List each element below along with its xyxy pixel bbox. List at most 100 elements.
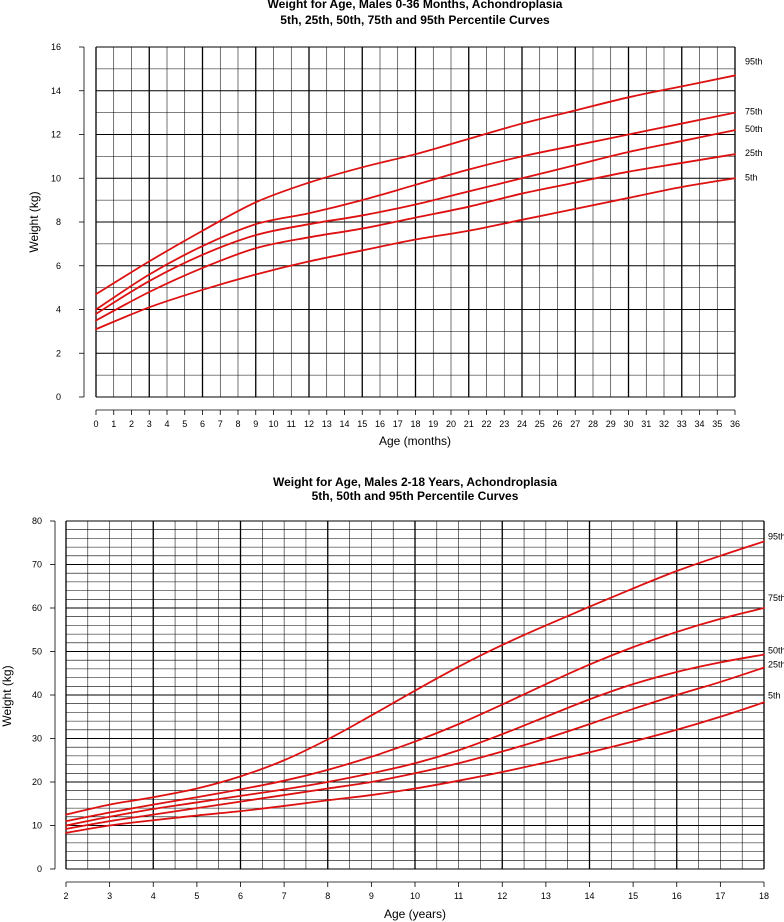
chart-months-x-tick-label: 1 xyxy=(111,419,116,429)
chart-months-x-tick-label: 33 xyxy=(677,419,687,429)
chart-years: Weight for Age, Males 2-18 Years, Achond… xyxy=(0,475,784,921)
chart-years-series-25th xyxy=(65,666,765,830)
chart-years-x-tick-label: 11 xyxy=(454,891,463,901)
chart-months-x-tick-label: 22 xyxy=(481,419,491,429)
chart-months-x-tick-label: 11 xyxy=(287,419,296,429)
chart-months-series-label-50th: 50th xyxy=(745,124,763,134)
chart-months-x-tick-label: 28 xyxy=(588,419,598,429)
chart-months-x-tick-label: 3 xyxy=(147,419,152,429)
chart-months-x-tick-label: 8 xyxy=(235,419,240,429)
chart-months-title: Weight for Age, Males 0-36 Months, Achon… xyxy=(268,0,563,11)
chart-months-x-tick-label: 36 xyxy=(730,419,740,429)
chart-months-x-tick-label: 6 xyxy=(200,419,205,429)
chart-years-x-tick-label: 4 xyxy=(151,891,156,901)
chart-months-x-tick-label: 34 xyxy=(694,419,704,429)
chart-years-title: Weight for Age, Males 2-18 Years, Achond… xyxy=(273,475,557,489)
chart-months-y-tick-label: 6 xyxy=(56,261,61,271)
chart-years-x-tick-label: 15 xyxy=(628,891,638,901)
chart-years-x-tick-label: 6 xyxy=(238,891,243,901)
chart-months-x-axis-label: Age (months) xyxy=(379,434,451,448)
chart-years-series-5th xyxy=(65,701,765,834)
chart-years-x-tick-label: 9 xyxy=(369,891,374,901)
chart-years-y-axis-label: Weight (kg) xyxy=(0,665,14,726)
chart-years-series: 95th 75th 50th 25th 5th xyxy=(65,531,784,834)
chart-months-y-tick-label: 4 xyxy=(56,305,61,315)
chart-months-series-label-95th: 95th xyxy=(745,56,763,66)
chart-months-series-25th xyxy=(95,153,736,322)
chart-years-series-label-95th: 95th xyxy=(768,531,784,541)
chart-months-y-tick-label: 14 xyxy=(51,86,61,96)
chart-months-x-tick-label: 10 xyxy=(268,419,278,429)
chart-months-x-tick-label: 32 xyxy=(659,419,669,429)
chart-months-x-tick-label: 15 xyxy=(357,419,367,429)
chart-years-axes: 2 3 4 5 6 7 8 9 10 11 12 13 14 15 16 17 18 0 10 20 30 40 50 60 7… xyxy=(32,516,769,901)
chart-months-axes: 0 1 2 3 4 5 6 7 8 9 10 11 12 13 14 15 16 17 18 19 20 21 22 23 24… xyxy=(51,42,740,429)
chart-months-x-tick-label: 4 xyxy=(164,419,169,429)
chart-years-x-tick-label: 8 xyxy=(325,891,330,901)
chart-years-series-75th xyxy=(65,607,765,823)
chart-months-x-tick-label: 31 xyxy=(641,419,651,429)
chart-months-y-tick-label: 10 xyxy=(51,173,61,183)
chart-years-x-tick-label: 14 xyxy=(584,891,594,901)
chart-months-subtitle: 5th, 25th, 50th, 75th and 95th Percentil… xyxy=(280,13,550,27)
chart-months-x-tick-label: 35 xyxy=(712,419,722,429)
chart-months-y-tick-label: 12 xyxy=(51,130,61,140)
chart-months-series: 95th 75th 50th 25th 5th xyxy=(95,56,763,331)
chart-years-x-axis-label: Age (years) xyxy=(384,907,446,921)
chart-months-y-tick-label: 8 xyxy=(56,217,61,227)
chart-years-x-tick-label: 18 xyxy=(759,891,769,901)
chart-months-x-tick-label: 24 xyxy=(517,419,527,429)
chart-months-x-tick-label: 26 xyxy=(552,419,562,429)
chart-years-y-tick-label: 0 xyxy=(37,864,42,874)
chart-years-y-tick-label: 30 xyxy=(32,734,42,744)
chart-months-x-tick-label: 12 xyxy=(304,419,314,429)
chart-months-x-tick-label: 14 xyxy=(339,419,349,429)
chart-months-y-tick-label: 0 xyxy=(56,392,61,402)
chart-years-series-label-75th: 75th xyxy=(768,593,784,603)
chart-years-x-tick-label: 5 xyxy=(194,891,199,901)
chart-years-x-tick-label: 13 xyxy=(541,891,551,901)
chart-months-x-tick-label: 2 xyxy=(129,419,134,429)
chart-months-series-label-25th: 25th xyxy=(745,148,763,158)
chart-years-x-tick-label: 10 xyxy=(410,891,420,901)
chart-months-series-label-5th: 5th xyxy=(745,172,758,182)
chart-months-x-tick-label: 13 xyxy=(322,419,332,429)
chart-months-x-tick-label: 9 xyxy=(253,419,258,429)
chart-months-x-tick-label: 20 xyxy=(446,419,456,429)
chart-years-y-tick-label: 10 xyxy=(32,821,42,831)
chart-months-x-tick-label: 16 xyxy=(375,419,385,429)
chart-months-x-tick-label: 7 xyxy=(218,419,223,429)
chart-years-series-label-5th: 5th xyxy=(768,690,781,700)
chart-years-y-tick-label: 70 xyxy=(32,560,42,570)
chart-months-x-tick-label: 25 xyxy=(535,419,545,429)
chart-months-x-tick-label: 21 xyxy=(464,419,474,429)
chart-years-x-tick-label: 2 xyxy=(63,891,68,901)
chart-years-x-tick-label: 3 xyxy=(107,891,112,901)
chart-months-y-axis-label: Weight (kg) xyxy=(27,191,41,252)
chart-months-x-tick-label: 17 xyxy=(393,419,403,429)
chart-months-x-tick-label: 18 xyxy=(410,419,420,429)
chart-months: Weight for Age, Males 0-36 Months, Achon… xyxy=(27,0,763,448)
chart-months-series-50th xyxy=(95,129,736,315)
chart-months-x-tick-label: 29 xyxy=(606,419,616,429)
chart-years-grid xyxy=(65,520,765,870)
chart-years-series-95th xyxy=(65,540,765,816)
chart-months-series-75th xyxy=(95,111,736,311)
chart-months-x-tick-label: 23 xyxy=(499,419,509,429)
chart-years-x-tick-label: 7 xyxy=(282,891,287,901)
chart-months-x-tick-label: 30 xyxy=(623,419,633,429)
chart-months-x-tick-label: 27 xyxy=(570,419,580,429)
chart-years-y-tick-label: 60 xyxy=(32,603,42,613)
chart-months-grid xyxy=(95,46,736,398)
chart-months-y-tick-label: 16 xyxy=(51,42,61,52)
chart-months-x-tick-label: 5 xyxy=(182,419,187,429)
chart-years-x-tick-label: 12 xyxy=(497,891,507,901)
chart-years-series-label-25th: 25th xyxy=(768,660,784,670)
chart-years-y-tick-label: 50 xyxy=(32,647,42,657)
chart-years-x-tick-label: 17 xyxy=(715,891,725,901)
chart-months-series-label-75th: 75th xyxy=(745,107,763,117)
chart-years-y-tick-label: 40 xyxy=(32,690,42,700)
chart-months-series-5th xyxy=(95,177,736,331)
chart-years-y-tick-label: 20 xyxy=(32,777,42,787)
